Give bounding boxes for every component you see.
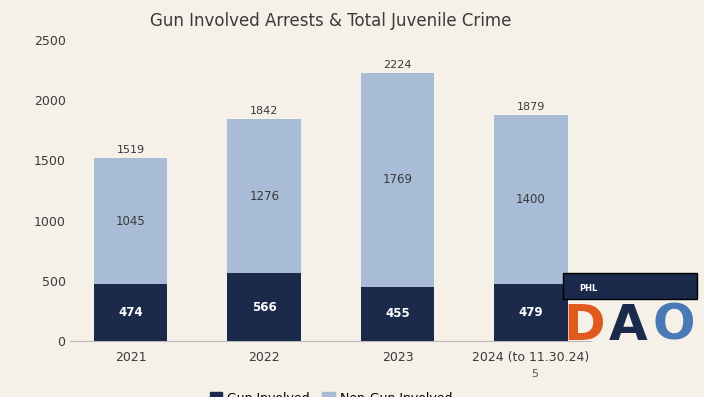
Text: 1769: 1769 — [382, 173, 413, 186]
Text: 566: 566 — [252, 301, 277, 314]
Text: A: A — [609, 302, 648, 349]
Text: D: D — [563, 302, 605, 349]
Legend: Gun Involved, Non-Gun Involved: Gun Involved, Non-Gun Involved — [205, 387, 457, 397]
Text: O: O — [653, 302, 696, 349]
Text: 1276: 1276 — [249, 190, 279, 202]
Text: 1879: 1879 — [517, 102, 545, 112]
Bar — [227, 119, 301, 273]
Text: 1842: 1842 — [250, 106, 278, 116]
Text: 1045: 1045 — [116, 215, 146, 227]
Text: 1400: 1400 — [516, 193, 546, 206]
Bar — [494, 283, 567, 341]
Bar — [94, 284, 168, 341]
Text: 455: 455 — [385, 307, 410, 320]
Bar — [94, 158, 168, 284]
Text: 474: 474 — [118, 306, 143, 319]
FancyBboxPatch shape — [563, 273, 697, 299]
Bar — [361, 73, 434, 287]
Text: 2224: 2224 — [384, 60, 412, 70]
Text: PHL: PHL — [579, 283, 598, 293]
Bar — [494, 115, 567, 283]
Title: Gun Involved Arrests & Total Juvenile Crime: Gun Involved Arrests & Total Juvenile Cr… — [150, 12, 512, 30]
Text: 479: 479 — [519, 306, 543, 319]
Text: 1519: 1519 — [117, 145, 145, 155]
Bar — [227, 273, 301, 341]
Text: 5: 5 — [532, 369, 539, 379]
Bar — [361, 287, 434, 341]
